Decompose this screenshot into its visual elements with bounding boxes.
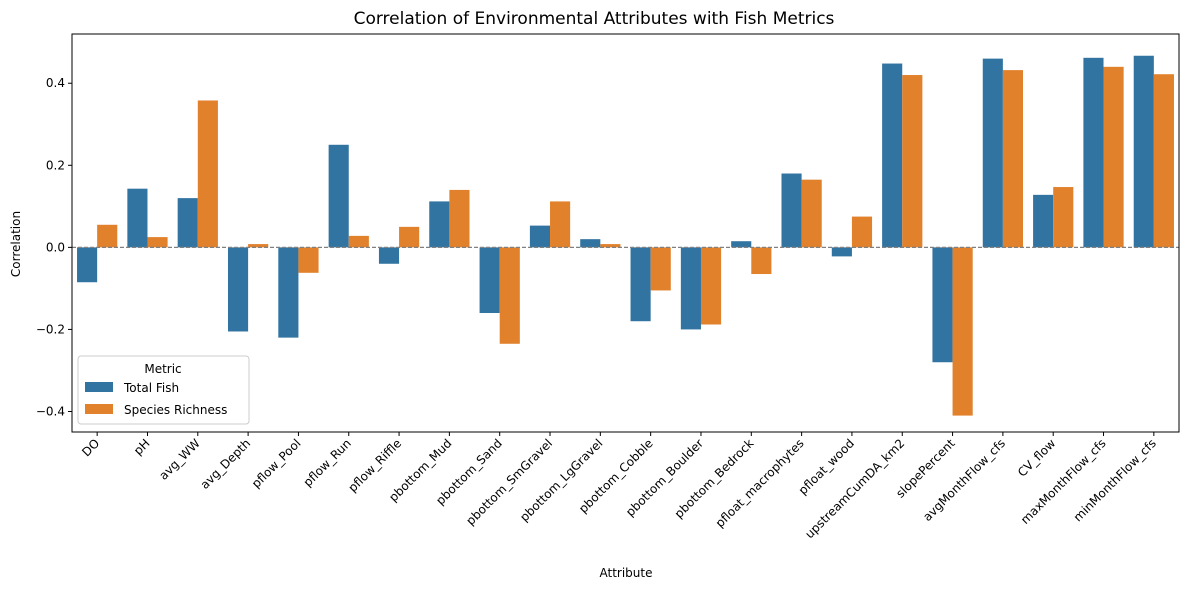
bar-species-richness-pflow_Riffle — [399, 226, 420, 248]
legend-label-total-fish: Total Fish — [123, 381, 179, 395]
x-tick-label: pflow_Pool — [249, 436, 304, 491]
bar-total-fish-CV_flow — [1033, 194, 1054, 248]
legend: Metric Total Fish Species Richness — [77, 355, 250, 425]
bar-species-richness-pbottom_LgGravel — [600, 244, 621, 248]
y-axis-label: Correlation — [9, 211, 23, 277]
y-axis: −0.4 −0.2 0.0 0.2 0.4 — [36, 76, 72, 418]
bar-species-richness-avg_Depth — [248, 244, 269, 248]
bar-total-fish-pfloat_macrophytes — [781, 173, 802, 248]
bar-species-richness-pbottom_Bedrock — [751, 247, 772, 275]
bar-total-fish-pbottom_SmGravel — [529, 225, 551, 248]
y-tick-label: 0.0 — [46, 240, 65, 254]
x-axis-label: Attribute — [600, 566, 653, 580]
x-tick-label: pbottom_LgGravel — [517, 436, 605, 524]
x-tick-label: avg_Depth — [198, 436, 254, 492]
bar-total-fish-pflow_Pool — [278, 247, 299, 338]
x-tick-label: DO — [79, 436, 102, 459]
bar-total-fish-pfloat_wood — [831, 247, 852, 257]
bar-total-fish-DO — [77, 247, 98, 283]
bar-total-fish-pbottom_Boulder — [680, 247, 701, 330]
legend-swatch-species-richness — [85, 404, 113, 414]
x-tick-label: minMonthFlow_cfs — [1071, 436, 1159, 524]
bar-species-richness-pfloat_wood — [851, 216, 873, 248]
bar-species-richness-DO — [97, 224, 118, 248]
bar-species-richness-avg_WW — [197, 100, 218, 248]
bar-total-fish-pflow_Run — [328, 144, 349, 248]
bar-total-fish-upstreamCumDA_km2 — [882, 63, 903, 248]
bar-total-fish-maxMonthFlow_cfs — [1083, 57, 1104, 248]
y-tick-label: −0.4 — [36, 404, 65, 418]
x-tick-label: CV_flow — [1015, 436, 1058, 479]
bar-species-richness-pbottom_SmGravel — [550, 201, 571, 248]
bar-species-richness-upstreamCumDA_km2 — [902, 75, 923, 248]
bar-total-fish-pbottom_Sand — [479, 247, 500, 314]
bar-total-fish-avgMonthFlow_cfs — [982, 58, 1003, 248]
bar-total-fish-pbottom_LgGravel — [580, 239, 601, 248]
plot-frame — [71, 33, 1180, 433]
bar-total-fish-avg_WW — [177, 198, 198, 248]
x-tick-label: pfloat_macrophytes — [713, 436, 807, 530]
x-tick-label: pflow_Run — [301, 436, 354, 489]
bar-species-richness-pH — [147, 237, 168, 248]
bar-species-richness-pbottom_Boulder — [700, 247, 722, 325]
legend-box — [77, 355, 250, 425]
bar-total-fish-pflow_Riffle — [378, 247, 400, 264]
y-tick-label: −0.2 — [36, 322, 65, 336]
bar-total-fish-slopePercent — [932, 247, 953, 363]
bar-species-richness-maxMonthFlow_cfs — [1103, 66, 1124, 248]
bar-species-richness-slopePercent — [952, 247, 973, 416]
bar-total-fish-avg_Depth — [227, 247, 249, 332]
x-tick-label: pbottom_SmGravel — [463, 436, 555, 528]
bar-total-fish-pH — [127, 188, 148, 248]
bar-total-fish-pbottom_Cobble — [630, 247, 651, 322]
bar-species-richness-pflow_Pool — [298, 247, 319, 273]
bar-species-richness-pflow_Run — [348, 235, 369, 248]
bar-total-fish-minMonthFlow_cfs — [1133, 55, 1154, 248]
bar-species-richness-pbottom_Mud — [449, 189, 470, 248]
bar-species-richness-minMonthFlow_cfs — [1153, 74, 1174, 248]
x-tick-label: maxMonthFlow_cfs — [1018, 436, 1109, 527]
chart-title: Correlation of Environmental Attributes … — [354, 9, 835, 29]
bar-total-fish-pbottom_Bedrock — [731, 241, 752, 248]
legend-title: Metric — [144, 362, 181, 376]
y-tick-label: 0.4 — [46, 76, 65, 90]
legend-label-species-richness: Species Richness — [124, 403, 227, 417]
bar-species-richness-CV_flow — [1053, 187, 1074, 248]
y-tick-label: 0.2 — [46, 158, 65, 172]
bar-species-richness-pbottom_Cobble — [650, 247, 671, 291]
bar-species-richness-pfloat_macrophytes — [801, 179, 822, 248]
x-tick-label: avg_WW — [156, 436, 203, 483]
x-tick-label: upstreamCumDA_km2 — [802, 436, 907, 541]
bar-total-fish-pbottom_Mud — [429, 201, 450, 248]
x-tick-label: pH — [131, 436, 153, 458]
bars-group — [77, 55, 1174, 416]
bar-species-richness-avgMonthFlow_cfs — [1002, 70, 1024, 248]
bar-species-richness-pbottom_Sand — [499, 247, 520, 344]
legend-swatch-total-fish — [85, 382, 113, 392]
